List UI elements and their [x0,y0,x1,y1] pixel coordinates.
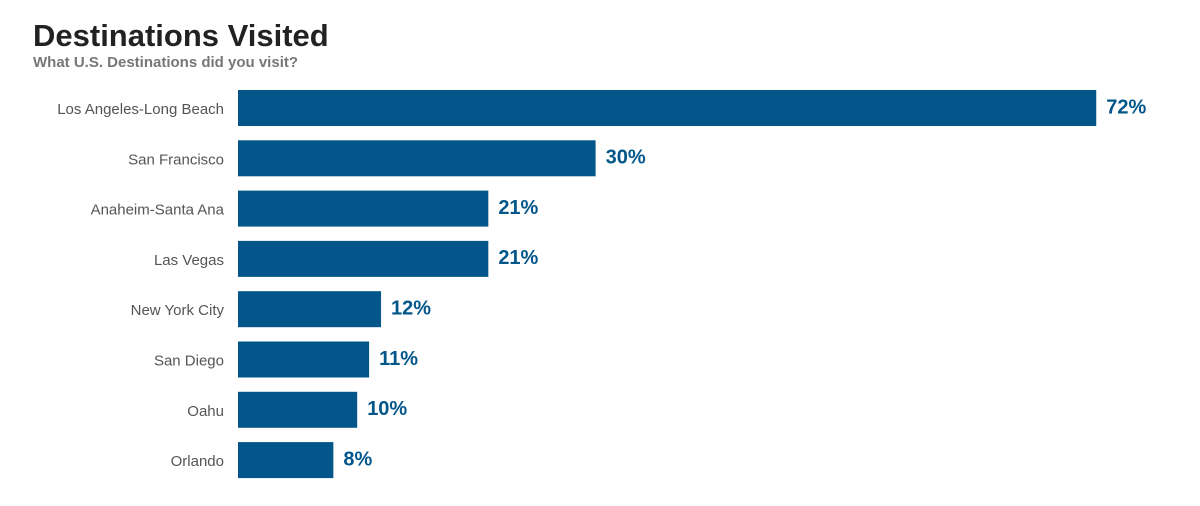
value-label: 11% [379,348,418,370]
category-label: Las Vegas [154,252,224,269]
bar [238,240,489,277]
chart-subtitle: What U.S. Destinations did you visit? [33,54,298,71]
value-label: 10% [367,398,407,420]
category-label: Orlando [171,453,224,470]
category-label: New York City [131,302,225,319]
bar [238,140,596,177]
category-label: Anaheim-Santa Ana [91,202,225,219]
bar [238,190,489,227]
bar [238,90,1097,126]
value-label: 12% [391,297,431,319]
chart-title: Destinations Visited [33,18,329,53]
bar [238,341,370,378]
category-label: Los Angeles-Long Beach [57,101,224,118]
category-label: San Francisco [128,151,224,168]
bar [238,442,334,479]
value-label: 21% [498,247,538,269]
bar [238,391,358,428]
value-label: 21% [498,197,538,219]
value-label: 72% [1106,96,1146,118]
category-label: San Diego [154,352,224,369]
category-label: Oahu [187,403,224,420]
value-label: 30% [606,147,646,169]
bar [238,291,382,328]
value-label: 8% [343,448,372,470]
